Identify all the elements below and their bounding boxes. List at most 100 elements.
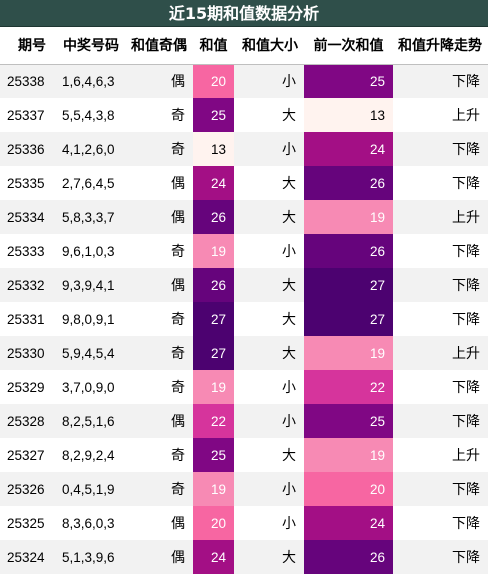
cell-issue: 25330: [0, 336, 55, 370]
cell-sum: 26: [193, 268, 234, 302]
cell-prev-sum: 19: [304, 200, 393, 234]
cell-issue: 25334: [0, 200, 55, 234]
cell-parity: 偶: [125, 200, 193, 234]
cell-sum: 27: [193, 302, 234, 336]
cell-sum: 19: [193, 370, 234, 404]
table-row: 25337 5,5,4,3,8 奇 25 大 13 上升: [0, 98, 488, 132]
cell-issue: 25335: [0, 166, 55, 200]
cell-size: 大: [234, 336, 304, 370]
cell-trend: 下降: [393, 472, 488, 506]
cell-numbers: 5,1,3,9,6: [55, 540, 125, 574]
cell-issue: 25324: [0, 540, 55, 574]
cell-sum: 13: [193, 132, 234, 166]
cell-numbers: 8,2,5,1,6: [55, 404, 125, 438]
cell-prev-sum: 27: [304, 302, 393, 336]
cell-size: 大: [234, 268, 304, 302]
cell-numbers: 5,5,4,3,8: [55, 98, 125, 132]
cell-numbers: 8,2,9,2,4: [55, 438, 125, 472]
cell-size: 大: [234, 438, 304, 472]
table-row: 25331 9,8,0,9,1 奇 27 大 27 下降: [0, 302, 488, 336]
cell-size: 大: [234, 200, 304, 234]
header-parity: 和值奇偶: [125, 27, 193, 65]
cell-size: 小: [234, 370, 304, 404]
sum-analysis-table: 期号 中奖号码 和值奇偶 和值 和值大小 前一次和值 和值升降走势 25338 1…: [0, 27, 488, 574]
cell-trend: 上升: [393, 438, 488, 472]
header-trend: 和值升降走势: [393, 27, 488, 65]
cell-parity: 奇: [125, 438, 193, 472]
cell-parity: 奇: [125, 302, 193, 336]
cell-parity: 奇: [125, 336, 193, 370]
cell-trend: 上升: [393, 98, 488, 132]
cell-numbers: 5,8,3,3,7: [55, 200, 125, 234]
cell-size: 小: [234, 506, 304, 540]
cell-prev-sum: 24: [304, 506, 393, 540]
cell-issue: 25332: [0, 268, 55, 302]
cell-issue: 25336: [0, 132, 55, 166]
cell-size: 大: [234, 302, 304, 336]
cell-trend: 下降: [393, 166, 488, 200]
cell-sum: 20: [193, 506, 234, 540]
cell-parity: 奇: [125, 234, 193, 268]
header-size: 和值大小: [234, 27, 304, 65]
cell-numbers: 9,6,1,0,3: [55, 234, 125, 268]
cell-size: 小: [234, 234, 304, 268]
table-row: 25328 8,2,5,1,6 偶 22 小 25 下降: [0, 404, 488, 438]
cell-parity: 奇: [125, 132, 193, 166]
cell-issue: 25327: [0, 438, 55, 472]
cell-numbers: 5,9,4,5,4: [55, 336, 125, 370]
cell-size: 大: [234, 166, 304, 200]
cell-sum: 19: [193, 472, 234, 506]
cell-sum: 22: [193, 404, 234, 438]
cell-sum: 24: [193, 540, 234, 574]
cell-issue: 25331: [0, 302, 55, 336]
table-row: 25326 0,4,5,1,9 奇 19 小 20 下降: [0, 472, 488, 506]
table-row: 25338 1,6,4,6,3 偶 20 小 25 下降: [0, 64, 488, 98]
cell-numbers: 2,7,6,4,5: [55, 166, 125, 200]
cell-numbers: 1,6,4,6,3: [55, 64, 125, 98]
cell-sum: 25: [193, 98, 234, 132]
header-prev-sum: 前一次和值: [304, 27, 393, 65]
cell-trend: 下降: [393, 540, 488, 574]
cell-prev-sum: 25: [304, 404, 393, 438]
cell-sum: 26: [193, 200, 234, 234]
table-row: 25324 5,1,3,9,6 偶 24 大 26 下降: [0, 540, 488, 574]
cell-sum: 24: [193, 166, 234, 200]
cell-trend: 下降: [393, 132, 488, 166]
cell-size: 小: [234, 64, 304, 98]
cell-issue: 25326: [0, 472, 55, 506]
cell-parity: 偶: [125, 166, 193, 200]
table-body: 25338 1,6,4,6,3 偶 20 小 25 下降 25337 5,5,4,3,8 奇 25 大…: [0, 64, 488, 574]
cell-trend: 上升: [393, 336, 488, 370]
cell-parity: 偶: [125, 404, 193, 438]
header-row: 期号 中奖号码 和值奇偶 和值 和值大小 前一次和值 和值升降走势: [0, 27, 488, 65]
cell-trend: 下降: [393, 268, 488, 302]
cell-issue: 25329: [0, 370, 55, 404]
cell-size: 小: [234, 472, 304, 506]
cell-numbers: 9,3,9,4,1: [55, 268, 125, 302]
cell-numbers: 3,7,0,9,0: [55, 370, 125, 404]
cell-prev-sum: 25: [304, 64, 393, 98]
cell-trend: 下降: [393, 506, 488, 540]
cell-size: 小: [234, 132, 304, 166]
cell-prev-sum: 22: [304, 370, 393, 404]
table-row: 25336 4,1,2,6,0 奇 13 小 24 下降: [0, 132, 488, 166]
cell-prev-sum: 24: [304, 132, 393, 166]
cell-numbers: 4,1,2,6,0: [55, 132, 125, 166]
table-row: 25330 5,9,4,5,4 奇 27 大 19 上升: [0, 336, 488, 370]
cell-sum: 25: [193, 438, 234, 472]
cell-trend: 下降: [393, 64, 488, 98]
cell-prev-sum: 26: [304, 234, 393, 268]
cell-trend: 上升: [393, 200, 488, 234]
cell-size: 大: [234, 98, 304, 132]
cell-size: 小: [234, 404, 304, 438]
cell-parity: 偶: [125, 64, 193, 98]
header-numbers: 中奖号码: [55, 27, 125, 65]
cell-prev-sum: 13: [304, 98, 393, 132]
cell-trend: 下降: [393, 234, 488, 268]
cell-size: 大: [234, 540, 304, 574]
cell-numbers: 0,4,5,1,9: [55, 472, 125, 506]
cell-prev-sum: 19: [304, 438, 393, 472]
cell-trend: 下降: [393, 404, 488, 438]
table-row: 25335 2,7,6,4,5 偶 24 大 26 下降: [0, 166, 488, 200]
table-row: 25329 3,7,0,9,0 奇 19 小 22 下降: [0, 370, 488, 404]
